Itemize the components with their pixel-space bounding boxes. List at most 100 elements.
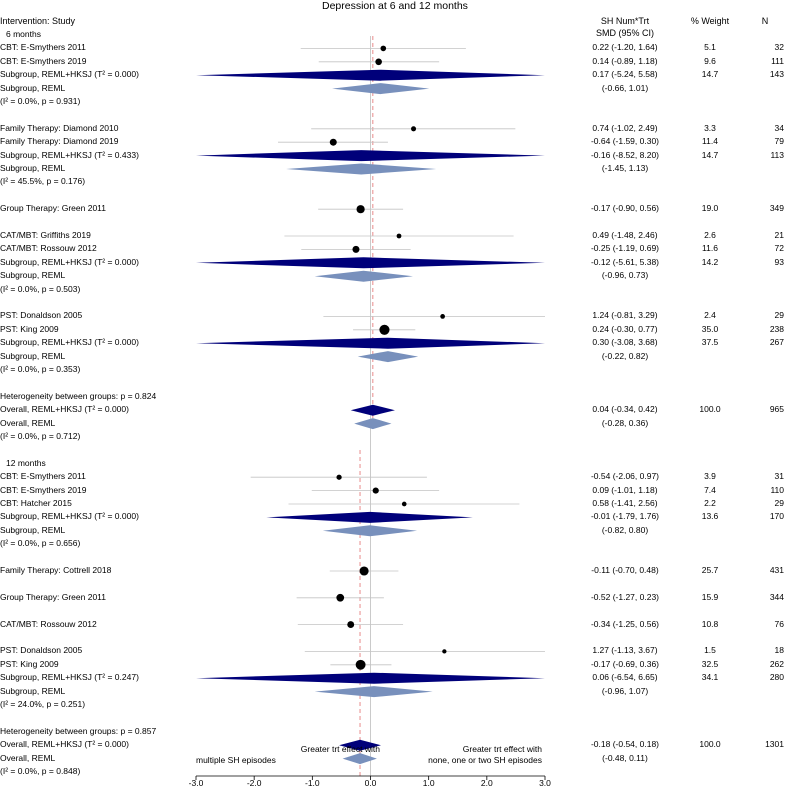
weight-value: 14.7 bbox=[701, 149, 719, 160]
effect-ci-text: (-0.66, 1.01) bbox=[601, 82, 649, 93]
summary-diamond-light bbox=[342, 753, 377, 765]
effect-ci-text: -0.01 (-1.79, 1.76) bbox=[590, 511, 660, 522]
study-label: PST: Donaldson 2005 bbox=[0, 310, 83, 321]
point-estimate bbox=[396, 233, 402, 239]
study-label: CBT: E-Smythers 2019 bbox=[0, 55, 87, 66]
weight-value: 15.9 bbox=[701, 591, 719, 602]
n-value: 18 bbox=[774, 645, 784, 656]
favours-left-line2: multiple SH episodes bbox=[196, 755, 276, 765]
weight-value: 34.1 bbox=[701, 672, 719, 683]
summary-label: Overall, REML+HKSJ (T² = 0.000) bbox=[0, 404, 129, 415]
study-label: Family Therapy: Diamond 2019 bbox=[0, 136, 119, 147]
point-estimate bbox=[356, 205, 365, 214]
n-value: 72 bbox=[774, 243, 784, 254]
n-value: 238 bbox=[769, 323, 784, 334]
effect-ci-text: 0.14 (-0.89, 1.18) bbox=[592, 55, 658, 66]
section-heading: 6 months bbox=[6, 29, 41, 39]
n-value: 31 bbox=[774, 471, 784, 482]
n-value: 111 bbox=[771, 55, 784, 66]
study-label: Group Therapy: Green 2011 bbox=[0, 203, 107, 214]
point-estimate bbox=[336, 474, 342, 480]
favours-left-line1: Greater trt effect with bbox=[300, 744, 380, 754]
weight-value: 7.4 bbox=[704, 484, 716, 495]
effect-ci-text: -0.12 (-5.61, 5.38) bbox=[590, 256, 660, 267]
point-estimate bbox=[336, 593, 345, 602]
study-label: CAT/MBT: Griffiths 2019 bbox=[0, 230, 91, 240]
weight-value: 100.0 bbox=[699, 404, 721, 415]
effect-ci-text: -0.25 (-1.19, 0.69) bbox=[590, 243, 660, 254]
n-value: 113 bbox=[770, 149, 784, 160]
summary-diamond-dark bbox=[196, 69, 545, 81]
weight-value: 32.5 bbox=[701, 658, 719, 669]
summary-diamond-light bbox=[332, 83, 430, 95]
study-label: PST: Donaldson 2005 bbox=[0, 645, 83, 656]
summary-label: Subgroup, REML bbox=[0, 350, 66, 361]
study-label: Group Therapy: Green 2011 bbox=[0, 591, 107, 602]
effect-ci-text: 0.22 (-1.20, 1.64) bbox=[592, 42, 658, 53]
effect-ci-text: (-0.96, 1.07) bbox=[601, 685, 649, 696]
effect-ci-text: 1.27 (-1.13, 3.67) bbox=[592, 645, 658, 656]
effect-ci-text: -0.52 (-1.27, 0.23) bbox=[590, 591, 660, 602]
x-tick-label: 3.0 bbox=[539, 778, 551, 786]
effect-ci-text: 0.09 (-1.01, 1.18) bbox=[592, 484, 658, 495]
weight-value: 1.5 bbox=[704, 645, 716, 656]
point-estimate bbox=[329, 138, 337, 146]
point-estimate bbox=[359, 566, 369, 576]
section-heading: 12 months bbox=[6, 457, 46, 468]
n-column-header: N bbox=[761, 16, 769, 26]
summary-label: Subgroup, REML bbox=[0, 685, 66, 696]
effect-ci-text: 0.24 (-0.30, 0.77) bbox=[592, 323, 658, 334]
summary-diamond-light bbox=[354, 418, 392, 430]
x-tick-label: 2.0 bbox=[481, 778, 493, 786]
chart-title: Depression at 6 and 12 months bbox=[322, 0, 468, 12]
weight-value: 11.4 bbox=[702, 136, 718, 147]
summary-label: Overall, REML bbox=[0, 752, 56, 763]
n-value: 79 bbox=[774, 136, 784, 147]
n-value: 344 bbox=[769, 591, 784, 602]
effect-ci-text: (-0.22, 0.82) bbox=[601, 350, 649, 361]
summary-diamond-light bbox=[357, 351, 419, 363]
stats-text: (I² = 0.0%, p = 0.656) bbox=[0, 538, 81, 549]
weight-column-header: % Weight bbox=[690, 16, 730, 26]
point-estimate bbox=[375, 58, 382, 66]
n-value: 21 bbox=[774, 230, 784, 240]
effect-column-header-line2: SMD (95% CI) bbox=[595, 28, 654, 38]
effect-ci-text: -0.18 (-0.54, 0.18) bbox=[590, 739, 660, 750]
weight-value: 3.3 bbox=[704, 122, 716, 133]
effect-ci-text: (-0.28, 0.36) bbox=[601, 417, 649, 428]
study-label: Family Therapy: Diamond 2010 bbox=[0, 122, 119, 133]
n-value: 93 bbox=[774, 256, 784, 267]
n-value: 965 bbox=[769, 404, 784, 415]
point-estimate bbox=[411, 126, 417, 132]
weight-value: 37.5 bbox=[701, 337, 719, 348]
weight-value: 2.4 bbox=[704, 310, 716, 321]
point-estimate bbox=[380, 45, 387, 52]
stats-text: Heterogeneity between groups: p = 0.824 bbox=[0, 390, 157, 401]
summary-label: Subgroup, REML+HKSJ (T² = 0.000) bbox=[0, 69, 139, 80]
summary-label: Overall, REML bbox=[0, 417, 56, 428]
weight-value: 3.9 bbox=[704, 471, 716, 482]
weight-value: 9.6 bbox=[704, 55, 716, 66]
point-estimate bbox=[379, 324, 390, 335]
study-label: CAT/MBT: Rossouw 2012 bbox=[0, 243, 97, 254]
weight-value: 2.2 bbox=[704, 498, 716, 508]
summary-diamond-dark bbox=[196, 672, 545, 684]
summary-diamond-dark bbox=[196, 337, 545, 349]
effect-ci-text: 0.49 (-1.48, 2.46) bbox=[592, 230, 658, 240]
stats-text: (I² = 45.5%, p = 0.176) bbox=[0, 176, 86, 187]
summary-label: Subgroup, REML+HKSJ (T² = 0.000) bbox=[0, 511, 139, 522]
study-label: PST: King 2009 bbox=[0, 323, 59, 334]
n-value: 34 bbox=[774, 122, 784, 133]
summary-label: Subgroup, REML+HKSJ (T² = 0.000) bbox=[0, 337, 139, 348]
effect-ci-text: 0.30 (-3.08, 3.68) bbox=[592, 337, 658, 348]
summary-label: Subgroup, REML+HKSJ (T² = 0.000) bbox=[0, 256, 139, 267]
effect-ci-text: -0.17 (-0.90, 0.56) bbox=[590, 203, 660, 214]
point-estimate bbox=[442, 649, 447, 654]
stats-text: (I² = 0.0%, p = 0.712) bbox=[0, 431, 81, 441]
point-estimate bbox=[440, 314, 445, 319]
stats-text: Heterogeneity between groups: p = 0.857 bbox=[0, 725, 157, 736]
stats-text: (I² = 0.0%, p = 0.353) bbox=[0, 364, 81, 374]
n-value: 431 bbox=[769, 565, 784, 575]
n-value: 1301 bbox=[765, 739, 784, 750]
